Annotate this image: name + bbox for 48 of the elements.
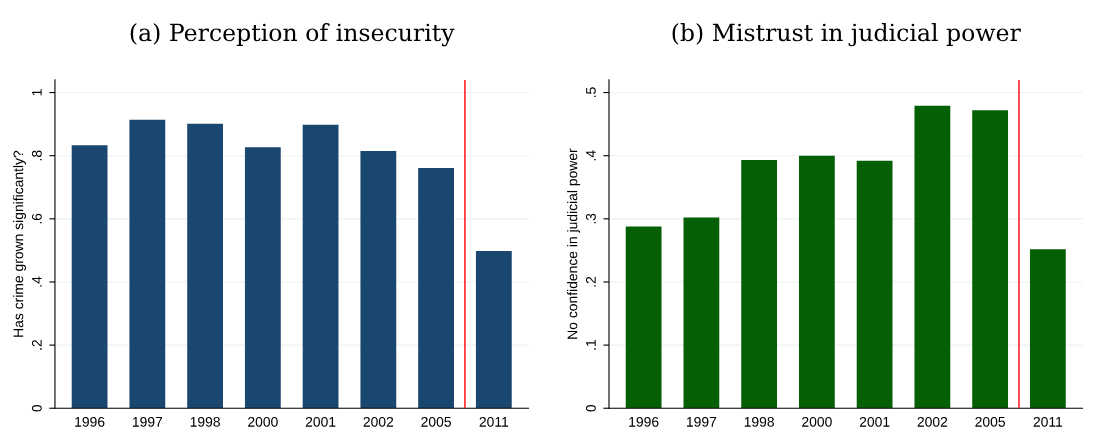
x-tick-label: 2000 xyxy=(248,416,278,427)
x-tick-label: 2000 xyxy=(802,416,832,427)
y-tick-label: .4 xyxy=(32,276,42,287)
chart-title: (a) Perception of insecurity xyxy=(130,23,455,47)
y-tick-label: .8 xyxy=(31,150,42,161)
x-tick-label: 1996 xyxy=(629,416,659,427)
x-tick-label: 2002 xyxy=(363,416,394,427)
bar xyxy=(475,251,512,409)
x-tick-label: 2011 xyxy=(479,416,509,427)
x-tick-label: 2011 xyxy=(1033,416,1063,427)
y-tick-label: 0 xyxy=(585,404,596,412)
y-tick-label: 1 xyxy=(32,89,42,96)
bar xyxy=(798,155,835,409)
bar xyxy=(1029,249,1066,409)
bar xyxy=(71,145,108,409)
y-tick-label: .3 xyxy=(585,213,596,224)
x-tick-label: 2002 xyxy=(917,416,948,427)
bar xyxy=(856,160,893,409)
x-tick-label: 2001 xyxy=(859,416,890,427)
x-tick-label: 1996 xyxy=(75,416,105,427)
bar xyxy=(741,160,778,409)
x-tick-label: 1998 xyxy=(744,416,774,427)
x-tick-label: 1998 xyxy=(190,416,220,427)
bar xyxy=(914,105,951,409)
bar xyxy=(972,110,1009,409)
x-tick-label: 1997 xyxy=(686,416,717,427)
y-tick-label: .2 xyxy=(31,340,42,350)
y-tick-label: 0 xyxy=(31,404,42,412)
bar xyxy=(360,150,397,409)
bar xyxy=(129,119,166,409)
bar xyxy=(244,147,281,409)
bar xyxy=(683,217,720,409)
x-tick-label: 2005 xyxy=(421,416,451,427)
bar xyxy=(187,123,223,409)
x-tick-label: 2001 xyxy=(305,416,336,427)
x-tick-label: 2005 xyxy=(975,416,1005,427)
y-tick-label: .1 xyxy=(586,339,596,350)
bar xyxy=(302,124,339,409)
chart-title: (b) Mistrust in judicial power xyxy=(672,23,1021,47)
y-axis-title: No confidence in judicial power xyxy=(567,148,581,339)
x-tick-label: 1997 xyxy=(132,416,163,427)
y-tick-label: .4 xyxy=(586,150,596,161)
y-tick-label: .2 xyxy=(585,276,596,287)
y-axis-title: Has crime grown significantly? xyxy=(13,150,27,337)
y-tick-label: .6 xyxy=(31,213,42,224)
y-tick-label: .5 xyxy=(586,87,596,98)
bar xyxy=(625,226,662,409)
bar xyxy=(418,168,454,409)
